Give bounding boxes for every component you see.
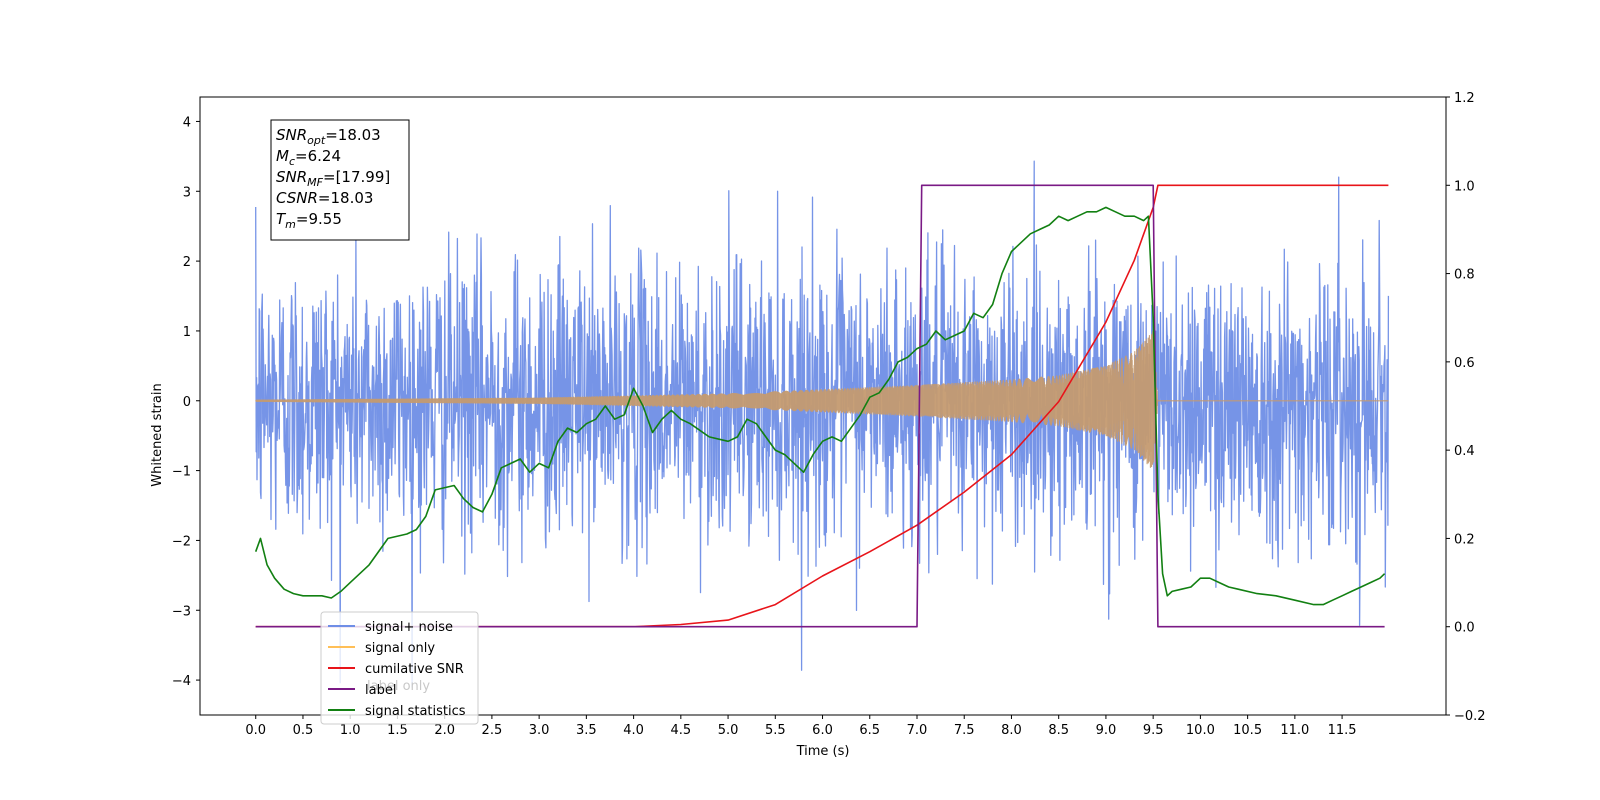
cumilative-snr-line	[255, 184, 1389, 628]
signal-statistics-line	[254, 206, 1386, 606]
x-tick-label: 0.0	[245, 723, 266, 738]
x-tick-label: 5.0	[718, 723, 739, 738]
info-box: SNRopt=18.03Mc=6.24SNRMF=[17.99]CSNR=18.…	[270, 119, 410, 241]
legend-frame	[320, 611, 479, 725]
x-tick-label: 8.0	[1001, 723, 1022, 738]
x-tick-label: 11.0	[1280, 723, 1309, 738]
x-tick-label: 1.5	[387, 723, 408, 738]
x-tick-label: 5.5	[765, 723, 786, 738]
y-left-tick-label: 2	[183, 255, 191, 270]
info-box-line: Tm=9.55	[276, 210, 342, 231]
legend: label only signal+ noise signal only cumila…	[320, 611, 479, 725]
x-tick-label: 7.0	[907, 723, 928, 738]
y-right-tick-label: 0.8	[1454, 268, 1475, 283]
y-left-tick-label: −3	[172, 604, 191, 619]
x-tick-label: 3.5	[576, 723, 597, 738]
y-left-tick-label: −4	[172, 674, 191, 689]
legend-label: label	[365, 683, 396, 698]
x-tick-label: 7.5	[954, 723, 975, 738]
x-tick-label: 4.0	[623, 723, 644, 738]
x-tick-label: 2.0	[434, 723, 455, 738]
x-axis-label: Time (s)	[796, 744, 850, 759]
x-tick-label: 0.5	[293, 723, 314, 738]
x-tick-label: 9.0	[1096, 723, 1117, 738]
x-tick-label: 9.5	[1143, 723, 1164, 738]
legend-overlap-text: label only	[367, 679, 430, 694]
y-right-tick-label: 1.0	[1454, 179, 1475, 194]
y-right-tick-label: 0.0	[1454, 621, 1475, 636]
series-layer	[254, 160, 1390, 688]
label-line	[255, 184, 1385, 628]
legend-label: signal statistics	[365, 704, 466, 719]
info-box-line: CSNR=18.03	[276, 189, 373, 207]
x-tick-label: 3.0	[529, 723, 550, 738]
y-left-tick-label: −1	[172, 465, 191, 480]
legend-label: signal+ noise	[365, 620, 453, 635]
y-left-tick-label: 4	[183, 115, 191, 130]
info-box-line: Mc=6.24	[276, 147, 341, 168]
x-tick-label: 2.5	[482, 723, 503, 738]
legend-label: signal only	[365, 641, 435, 656]
signal-only-line	[255, 331, 1389, 468]
x-tick-label: 1.0	[340, 723, 361, 738]
y-left-tick-label: 3	[183, 185, 191, 200]
x-tick-label: 6.0	[812, 723, 833, 738]
x-tick-label: 6.5	[859, 723, 880, 738]
x-tick-label: 8.5	[1048, 723, 1069, 738]
x-tick-label: 11.5	[1328, 723, 1357, 738]
legend-label: cumilative SNR	[365, 662, 464, 677]
info-box-frame	[270, 119, 410, 241]
y-right-tick-label: 0.4	[1454, 444, 1475, 459]
y-right-tick-label: −0.2	[1454, 709, 1486, 724]
y-right-axis-ticks: −0.2 0.0 0.2 0.4 0.6 0.8 1.0 1.2	[1446, 91, 1486, 724]
y-axis-label: Whitened strain	[150, 383, 165, 486]
y-right-tick-label: 1.2	[1454, 91, 1475, 106]
y-right-tick-label: 0.6	[1454, 356, 1475, 371]
signal-noise-line	[255, 160, 1390, 688]
y-left-axis-ticks: −4 −3 −2 −1 0 1 2 3 4	[172, 115, 200, 689]
info-box-line: SNRMF=[17.99]	[276, 168, 390, 189]
x-tick-label: 10.5	[1233, 723, 1262, 738]
info-box-line: SNRopt=18.03	[276, 126, 381, 147]
y-right-tick-label: 0.2	[1454, 532, 1475, 547]
y-left-tick-label: −2	[172, 534, 191, 549]
y-left-tick-label: 1	[183, 325, 191, 340]
x-axis-ticks: 0.0 0.5 1.0 1.5 2.0 2.5 3.0 3.5 4.0 4.5 5.0 5.5 6.0 6…	[245, 715, 1357, 738]
y-left-tick-label: 0	[183, 395, 191, 410]
x-tick-label: 4.5	[670, 723, 691, 738]
x-tick-label: 10.0	[1186, 723, 1215, 738]
